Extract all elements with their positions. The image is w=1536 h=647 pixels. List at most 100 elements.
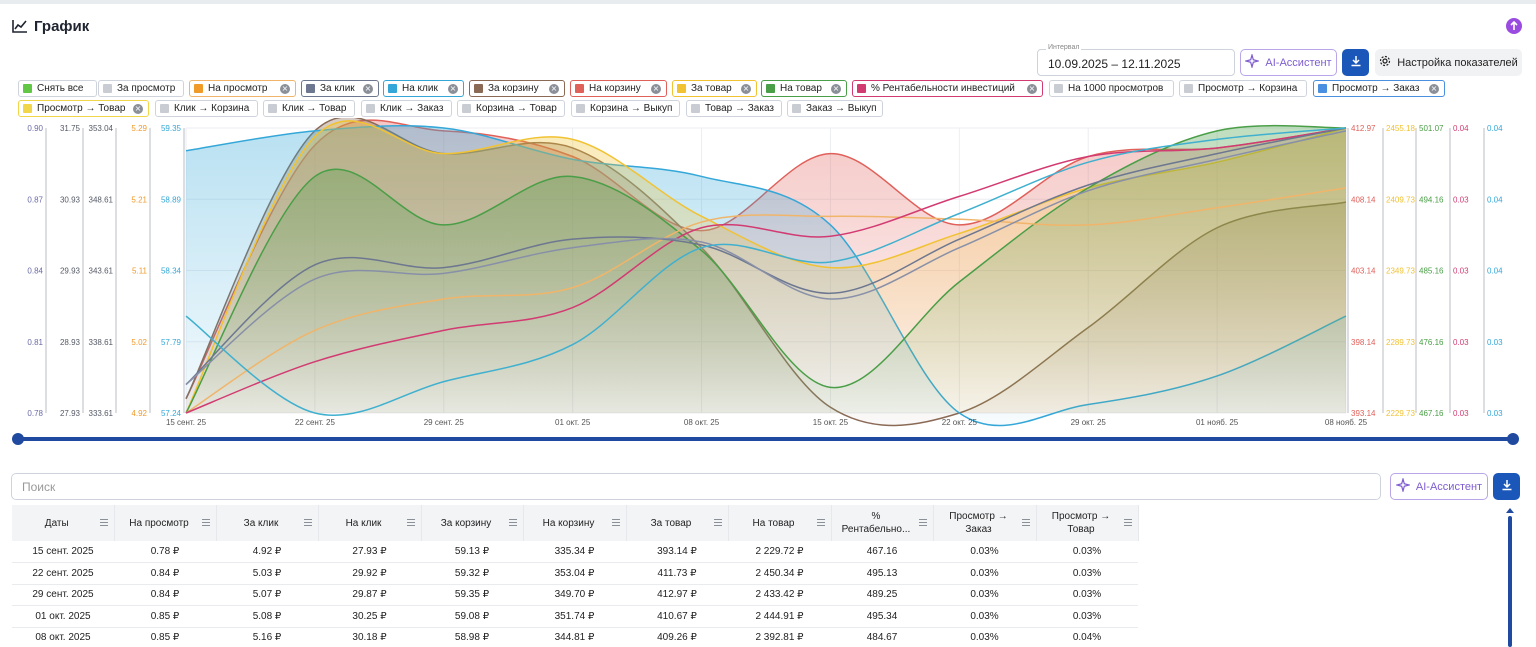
vertical-scrollbar[interactable]: [1508, 516, 1512, 647]
chip-remove-icon[interactable]: ×: [280, 83, 290, 94]
search-input[interactable]: [12, 474, 1380, 499]
x-tick-label: 15 окт. 25: [813, 418, 849, 427]
column-header[interactable]: На клик: [318, 505, 422, 541]
column-menu-icon[interactable]: [713, 519, 722, 526]
chip-color-swatch: [462, 104, 471, 113]
chip-label: Клик → Корзина: [174, 103, 250, 114]
column-menu-icon[interactable]: [611, 519, 620, 526]
metric-chip[interactable]: Корзина → Выкуп: [571, 100, 680, 117]
metric-chip[interactable]: Заказ → Выкуп: [787, 100, 883, 117]
series-line[interactable]: [185, 124, 1347, 414]
table-row[interactable]: 08 окт. 2025 0.85 ₽5.16 ₽30.18 ₽58.98 ₽34…: [12, 627, 1138, 647]
range-slider[interactable]: [18, 437, 1514, 441]
column-header[interactable]: На просмотр: [114, 505, 217, 541]
column-header-label: Просмотр →: [1051, 511, 1111, 522]
interval-field[interactable]: Интервал 10.09.2025 – 12.11.2025: [1037, 44, 1235, 76]
chip-label: На товар: [780, 83, 822, 94]
metric-chip[interactable]: % Рентабельности инвестиций ×: [852, 80, 1043, 97]
column-header[interactable]: На товар: [728, 505, 832, 541]
column-menu-icon[interactable]: [201, 519, 210, 526]
column-header-label: За клик: [243, 517, 279, 529]
y-tick-label: 29.93: [60, 267, 81, 276]
chip-color-swatch: [691, 104, 700, 113]
metric-chip[interactable]: Клик → Заказ: [361, 100, 452, 117]
metrics-settings-label: Настройка показателей: [1397, 56, 1518, 69]
chip-remove-icon[interactable]: ×: [831, 83, 841, 94]
table-row[interactable]: 22 сент. 2025 0.84 ₽5.03 ₽29.92 ₽59.32 ₽3…: [12, 562, 1138, 585]
scroll-up-arrow-icon[interactable]: [1506, 508, 1514, 513]
range-slider-end-handle[interactable]: [1507, 433, 1519, 445]
table-row[interactable]: 15 сент. 2025 0.78 ₽4.92 ₽27.93 ₽59.13 ₽3…: [12, 541, 1138, 563]
column-menu-icon[interactable]: [816, 519, 825, 526]
metric-chip[interactable]: За просмотр: [98, 80, 184, 97]
column-menu-icon[interactable]: [508, 519, 517, 526]
chip-remove-icon[interactable]: ×: [448, 83, 458, 94]
chip-label: Товар → Заказ: [705, 103, 774, 114]
y-tick-label: 353.04: [89, 124, 114, 133]
chip-remove-icon[interactable]: ×: [741, 83, 751, 94]
metric-chip[interactable]: На корзину ×: [570, 80, 667, 97]
metric-chip[interactable]: За корзину ×: [469, 80, 565, 97]
download-button[interactable]: [1342, 49, 1369, 76]
chip-remove-icon[interactable]: ×: [133, 103, 143, 114]
metric-chip[interactable]: На товар ×: [761, 80, 847, 97]
metrics-settings-button[interactable]: Настройка показателей: [1375, 49, 1522, 76]
column-header[interactable]: На корзину: [523, 505, 627, 541]
column-header[interactable]: За клик: [216, 505, 319, 541]
download-icon: [1501, 478, 1513, 496]
metric-chip[interactable]: Товар → Заказ: [686, 100, 782, 117]
scroll-up-icon[interactable]: [1506, 18, 1522, 34]
table-row[interactable]: 01 окт. 2025 0.85 ₽5.08 ₽30.25 ₽59.08 ₽35…: [12, 605, 1138, 628]
metric-chip[interactable]: За клик ×: [301, 80, 379, 97]
x-tick-label: 08 нояб. 25: [1325, 418, 1368, 427]
chip-remove-icon[interactable]: ×: [1429, 83, 1439, 94]
column-menu-icon[interactable]: [1123, 519, 1132, 526]
series-line[interactable]: [185, 127, 1347, 414]
series-line[interactable]: [185, 130, 1347, 386]
metric-chip[interactable]: Просмотр → Заказ ×: [1313, 80, 1445, 97]
metric-chip[interactable]: На 1000 просмотров: [1049, 80, 1174, 97]
column-header[interactable]: % Рентабельно...: [831, 505, 934, 541]
column-menu-icon[interactable]: [918, 519, 927, 526]
chip-color-swatch: [1184, 84, 1193, 93]
chip-label: Просмотр → Заказ: [1332, 83, 1420, 94]
metric-chip[interactable]: Просмотр → Корзина: [1179, 80, 1307, 97]
metric-chip[interactable]: Снять все: [18, 80, 97, 97]
chip-remove-icon[interactable]: ×: [549, 83, 559, 94]
table-row[interactable]: 29 сент. 2025 0.84 ₽5.07 ₽29.87 ₽59.35 ₽3…: [12, 584, 1138, 606]
y-tick-label: 4.92: [131, 409, 147, 418]
column-menu-icon[interactable]: [1021, 519, 1030, 526]
series-line[interactable]: [185, 127, 1347, 417]
column-header[interactable]: Просмотр → Заказ: [933, 505, 1037, 541]
metric-chip[interactable]: За товар ×: [672, 80, 757, 97]
y-tick-label: 59.35: [161, 124, 182, 133]
metric-chip[interactable]: На клик ×: [383, 80, 464, 97]
metric-chip[interactable]: Клик → Корзина: [155, 100, 258, 117]
metric-chip[interactable]: Клик → Товар: [263, 100, 355, 117]
chip-remove-icon[interactable]: ×: [651, 83, 661, 94]
table-download-button[interactable]: [1493, 473, 1520, 500]
ai-assistant-button[interactable]: AI-Ассистент: [1240, 49, 1337, 76]
x-tick-label: 22 сент. 25: [295, 418, 336, 427]
column-header[interactable]: За корзину: [421, 505, 524, 541]
chip-remove-icon[interactable]: ×: [363, 83, 373, 94]
column-header[interactable]: За товар: [626, 505, 729, 541]
y-tick-label: 0.03: [1487, 409, 1503, 418]
table-ai-assistant-button[interactable]: AI-Ассистент: [1390, 473, 1488, 500]
column-header[interactable]: Просмотр → Товар: [1036, 505, 1139, 541]
chip-remove-icon[interactable]: ×: [1027, 83, 1037, 94]
y-tick-label: 27.93: [60, 409, 81, 418]
metric-chip[interactable]: Корзина → Товар: [457, 100, 565, 117]
series-line[interactable]: [185, 187, 1347, 414]
metric-chip[interactable]: На просмотр ×: [189, 80, 296, 97]
y-tick-label: 485.16: [1419, 267, 1444, 276]
range-slider-start-handle[interactable]: [12, 433, 24, 445]
search-box: [11, 473, 1381, 500]
column-menu-icon[interactable]: [99, 519, 108, 526]
column-header[interactable]: Даты: [12, 505, 115, 541]
column-menu-icon[interactable]: [406, 519, 415, 526]
table-cell: 351.74 ₽: [523, 605, 626, 628]
column-menu-icon[interactable]: [303, 519, 312, 526]
metric-chip[interactable]: Просмотр → Товар ×: [18, 100, 149, 117]
sparkle-icon: [1394, 476, 1412, 495]
